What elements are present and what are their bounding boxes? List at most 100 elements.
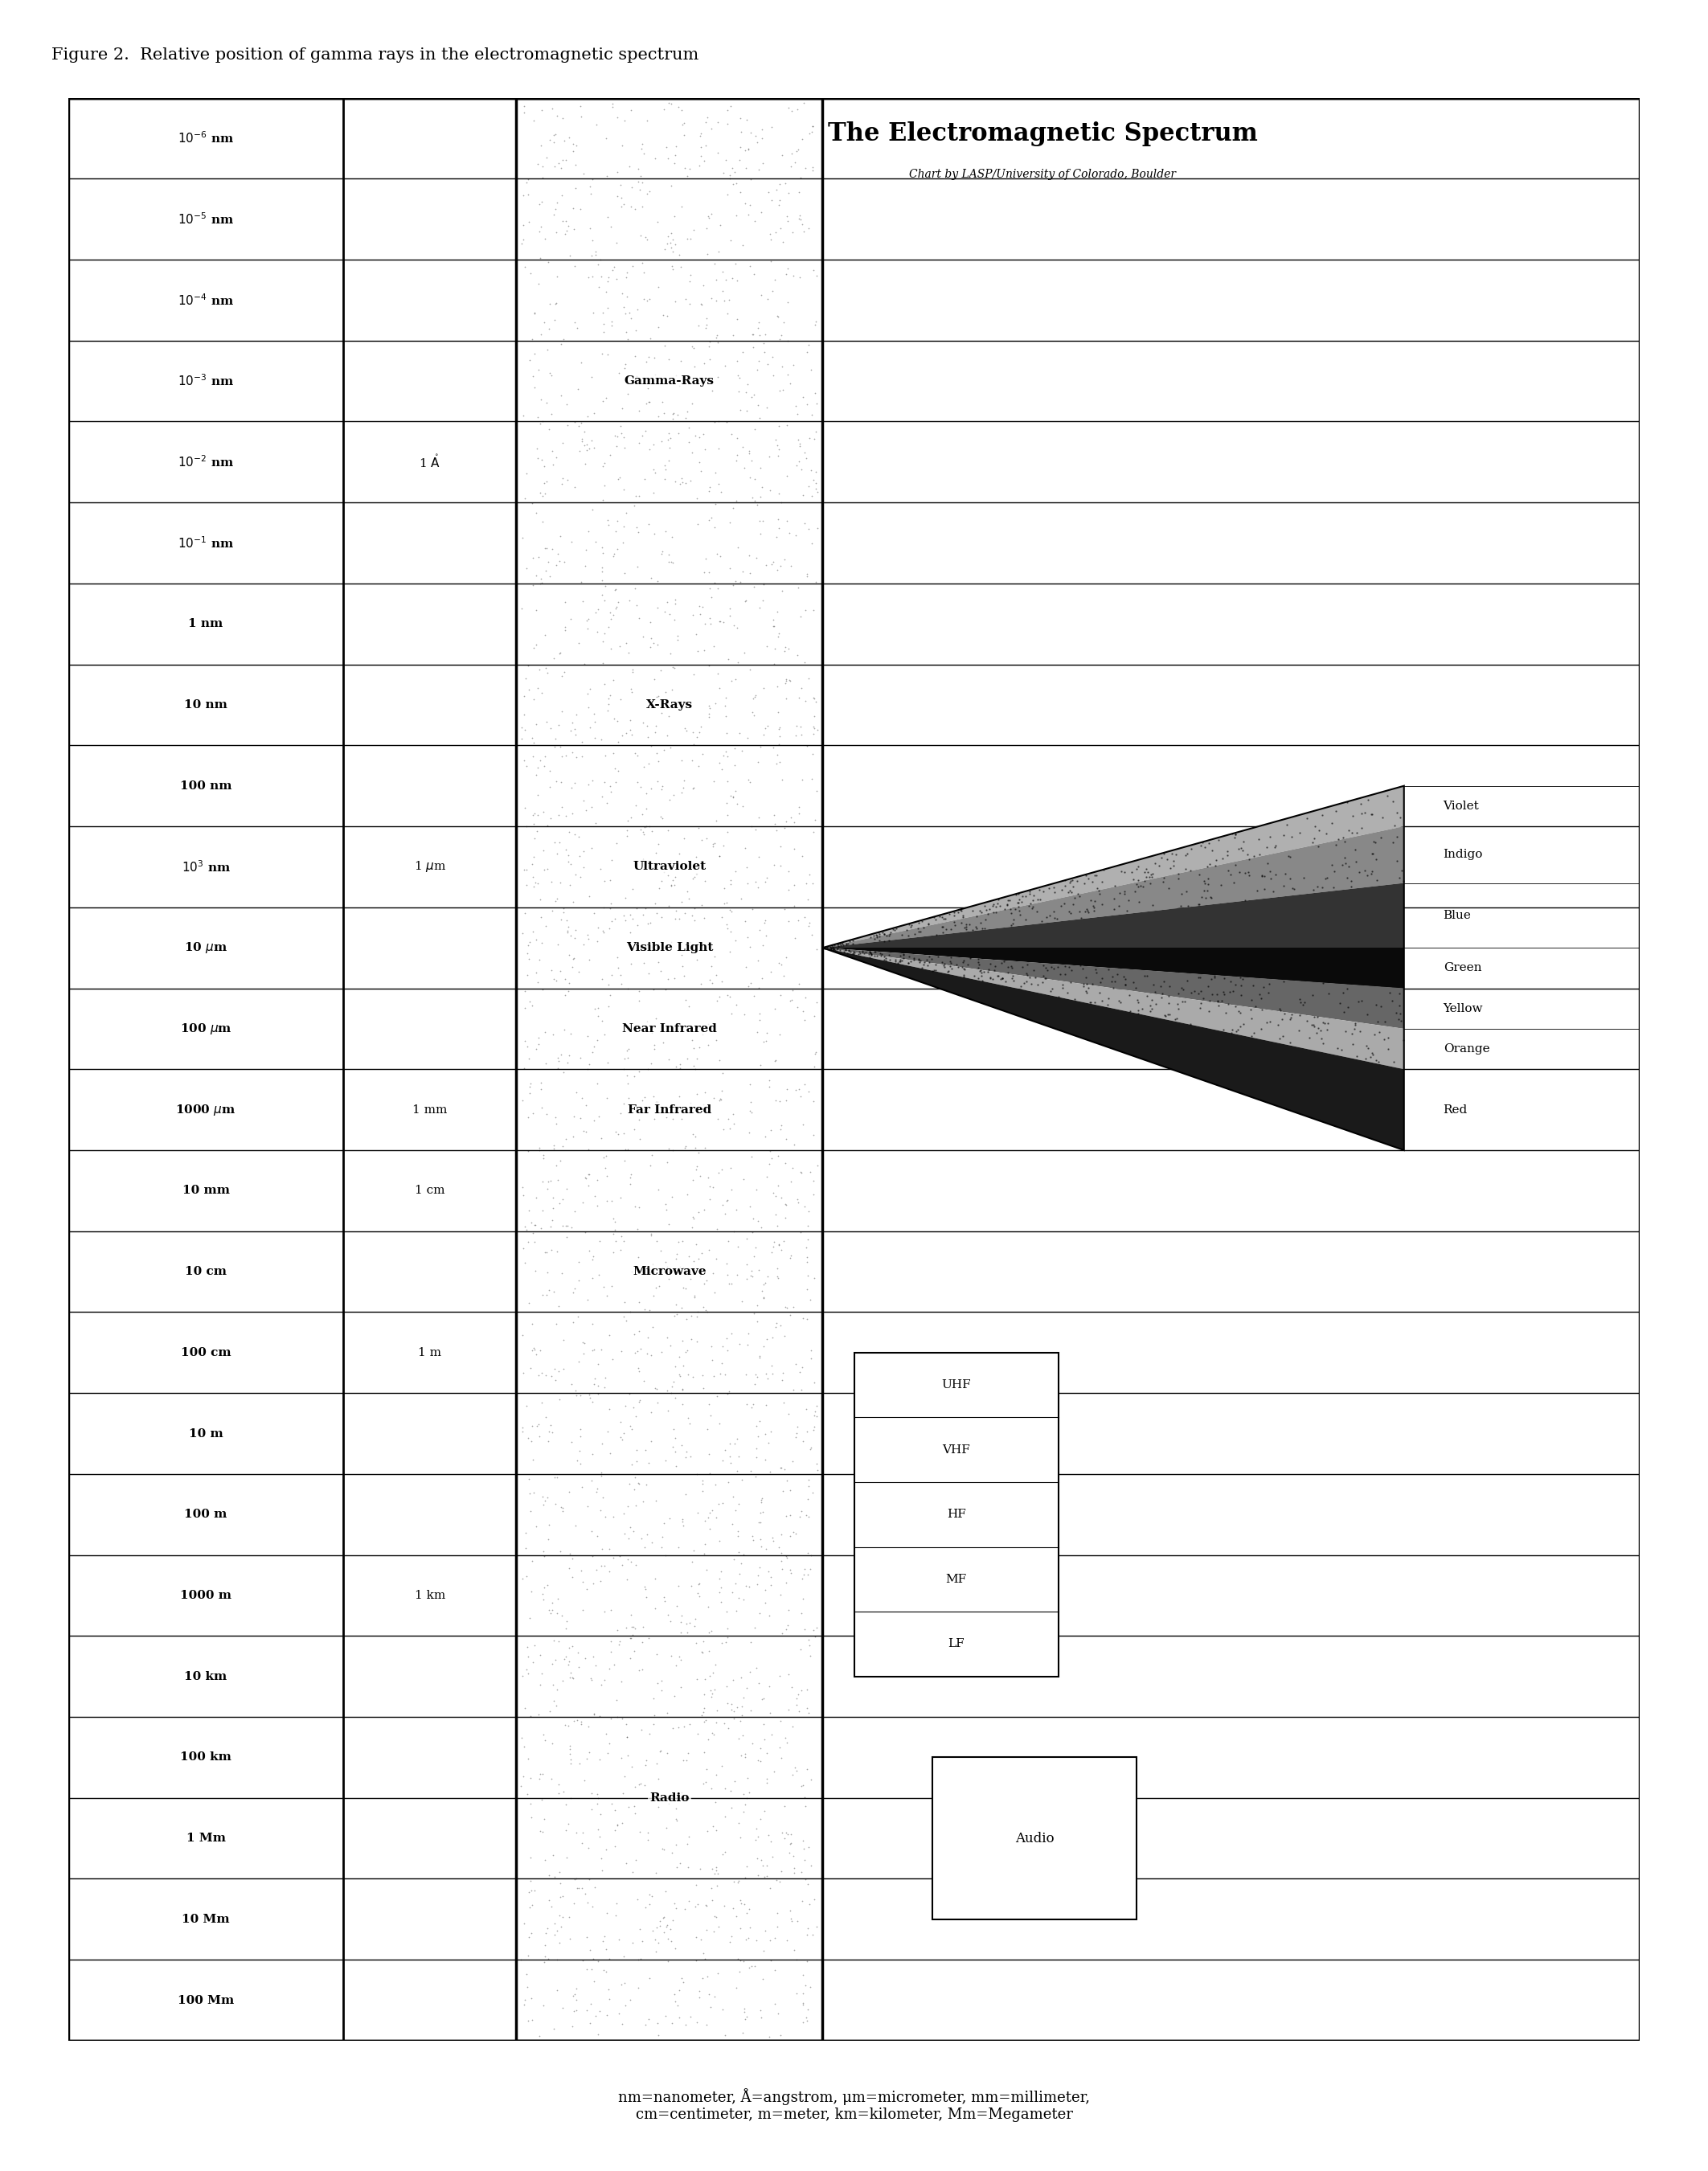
Point	[705, 604, 733, 638]
Point	[699, 1329, 726, 1363]
Point	[536, 771, 564, 805]
Point	[519, 1096, 547, 1131]
Point	[627, 1941, 654, 1976]
Point	[1156, 996, 1184, 1031]
Point	[1018, 890, 1045, 925]
Point	[540, 1181, 567, 1216]
Point	[605, 1700, 632, 1735]
Point	[729, 1161, 757, 1196]
Point	[950, 951, 977, 986]
Point	[611, 625, 639, 660]
Point	[765, 408, 793, 443]
Point	[1141, 847, 1168, 881]
Point	[569, 1324, 596, 1359]
Point	[700, 1717, 728, 1752]
Point	[685, 634, 712, 669]
Point	[692, 1502, 719, 1537]
Point	[693, 1264, 721, 1298]
Point	[1373, 777, 1401, 812]
Point	[663, 623, 690, 658]
Point	[777, 1826, 804, 1861]
Point	[784, 421, 811, 456]
Point	[649, 534, 676, 569]
Point	[668, 250, 695, 284]
Point	[765, 475, 793, 510]
Point	[726, 1882, 753, 1917]
Point	[695, 1233, 722, 1268]
Point	[1278, 996, 1305, 1031]
Point	[526, 651, 553, 686]
Point	[528, 504, 555, 538]
Point	[1059, 868, 1086, 903]
Point	[547, 378, 574, 412]
Text: $10^{-2}$ nm: $10^{-2}$ nm	[178, 454, 234, 469]
Point	[1161, 1003, 1189, 1038]
Point	[635, 1622, 663, 1656]
Point	[1073, 892, 1100, 927]
Point	[555, 938, 582, 973]
Point	[1027, 881, 1054, 916]
Point	[799, 109, 827, 143]
Point	[625, 601, 652, 636]
Point	[594, 682, 622, 716]
Point	[888, 918, 915, 953]
Point	[1226, 996, 1254, 1031]
Point	[746, 449, 774, 484]
Point	[700, 630, 728, 664]
Point	[610, 1759, 637, 1793]
Point	[552, 610, 579, 645]
Point	[717, 1791, 745, 1826]
Point	[531, 738, 559, 773]
Point	[528, 562, 555, 597]
Point	[548, 1255, 576, 1290]
Point	[611, 1515, 639, 1550]
Point	[623, 738, 651, 773]
Point	[593, 1183, 620, 1218]
Point	[596, 595, 623, 630]
Point	[743, 1014, 770, 1049]
Point	[647, 953, 675, 988]
Point	[574, 1018, 601, 1053]
Point	[1286, 816, 1313, 851]
Point	[627, 1815, 654, 1850]
Point	[781, 1932, 808, 1967]
Point	[603, 100, 630, 135]
Point	[671, 1131, 699, 1166]
Point	[524, 541, 552, 575]
Point	[649, 1250, 676, 1285]
Point	[623, 907, 651, 942]
Point	[724, 1863, 752, 1897]
Point	[770, 543, 798, 577]
Point	[524, 267, 552, 302]
Point	[794, 1867, 822, 1902]
Point	[547, 1865, 574, 1900]
Point	[528, 1656, 555, 1691]
Point	[593, 1151, 620, 1185]
Point	[521, 1333, 548, 1368]
Point	[856, 934, 883, 968]
Point	[733, 949, 760, 983]
Point	[594, 291, 622, 326]
Point	[724, 1229, 752, 1264]
Point	[745, 1858, 772, 1893]
Point	[714, 297, 741, 332]
Point	[545, 1776, 572, 1811]
Point	[772, 662, 799, 697]
Point	[762, 805, 789, 840]
Point	[1066, 879, 1093, 914]
Point	[600, 1235, 627, 1270]
Point	[1305, 829, 1332, 864]
Point	[528, 208, 555, 243]
Point	[1132, 860, 1160, 894]
Point	[733, 1261, 760, 1296]
Point	[777, 1164, 804, 1198]
Point	[982, 894, 1009, 929]
Point	[529, 1164, 557, 1198]
Point	[581, 1965, 608, 1999]
Point	[644, 204, 671, 239]
Point	[560, 1270, 588, 1305]
Point	[743, 1359, 770, 1394]
Point	[734, 762, 762, 797]
Point	[1271, 858, 1298, 892]
Point	[611, 1611, 639, 1646]
